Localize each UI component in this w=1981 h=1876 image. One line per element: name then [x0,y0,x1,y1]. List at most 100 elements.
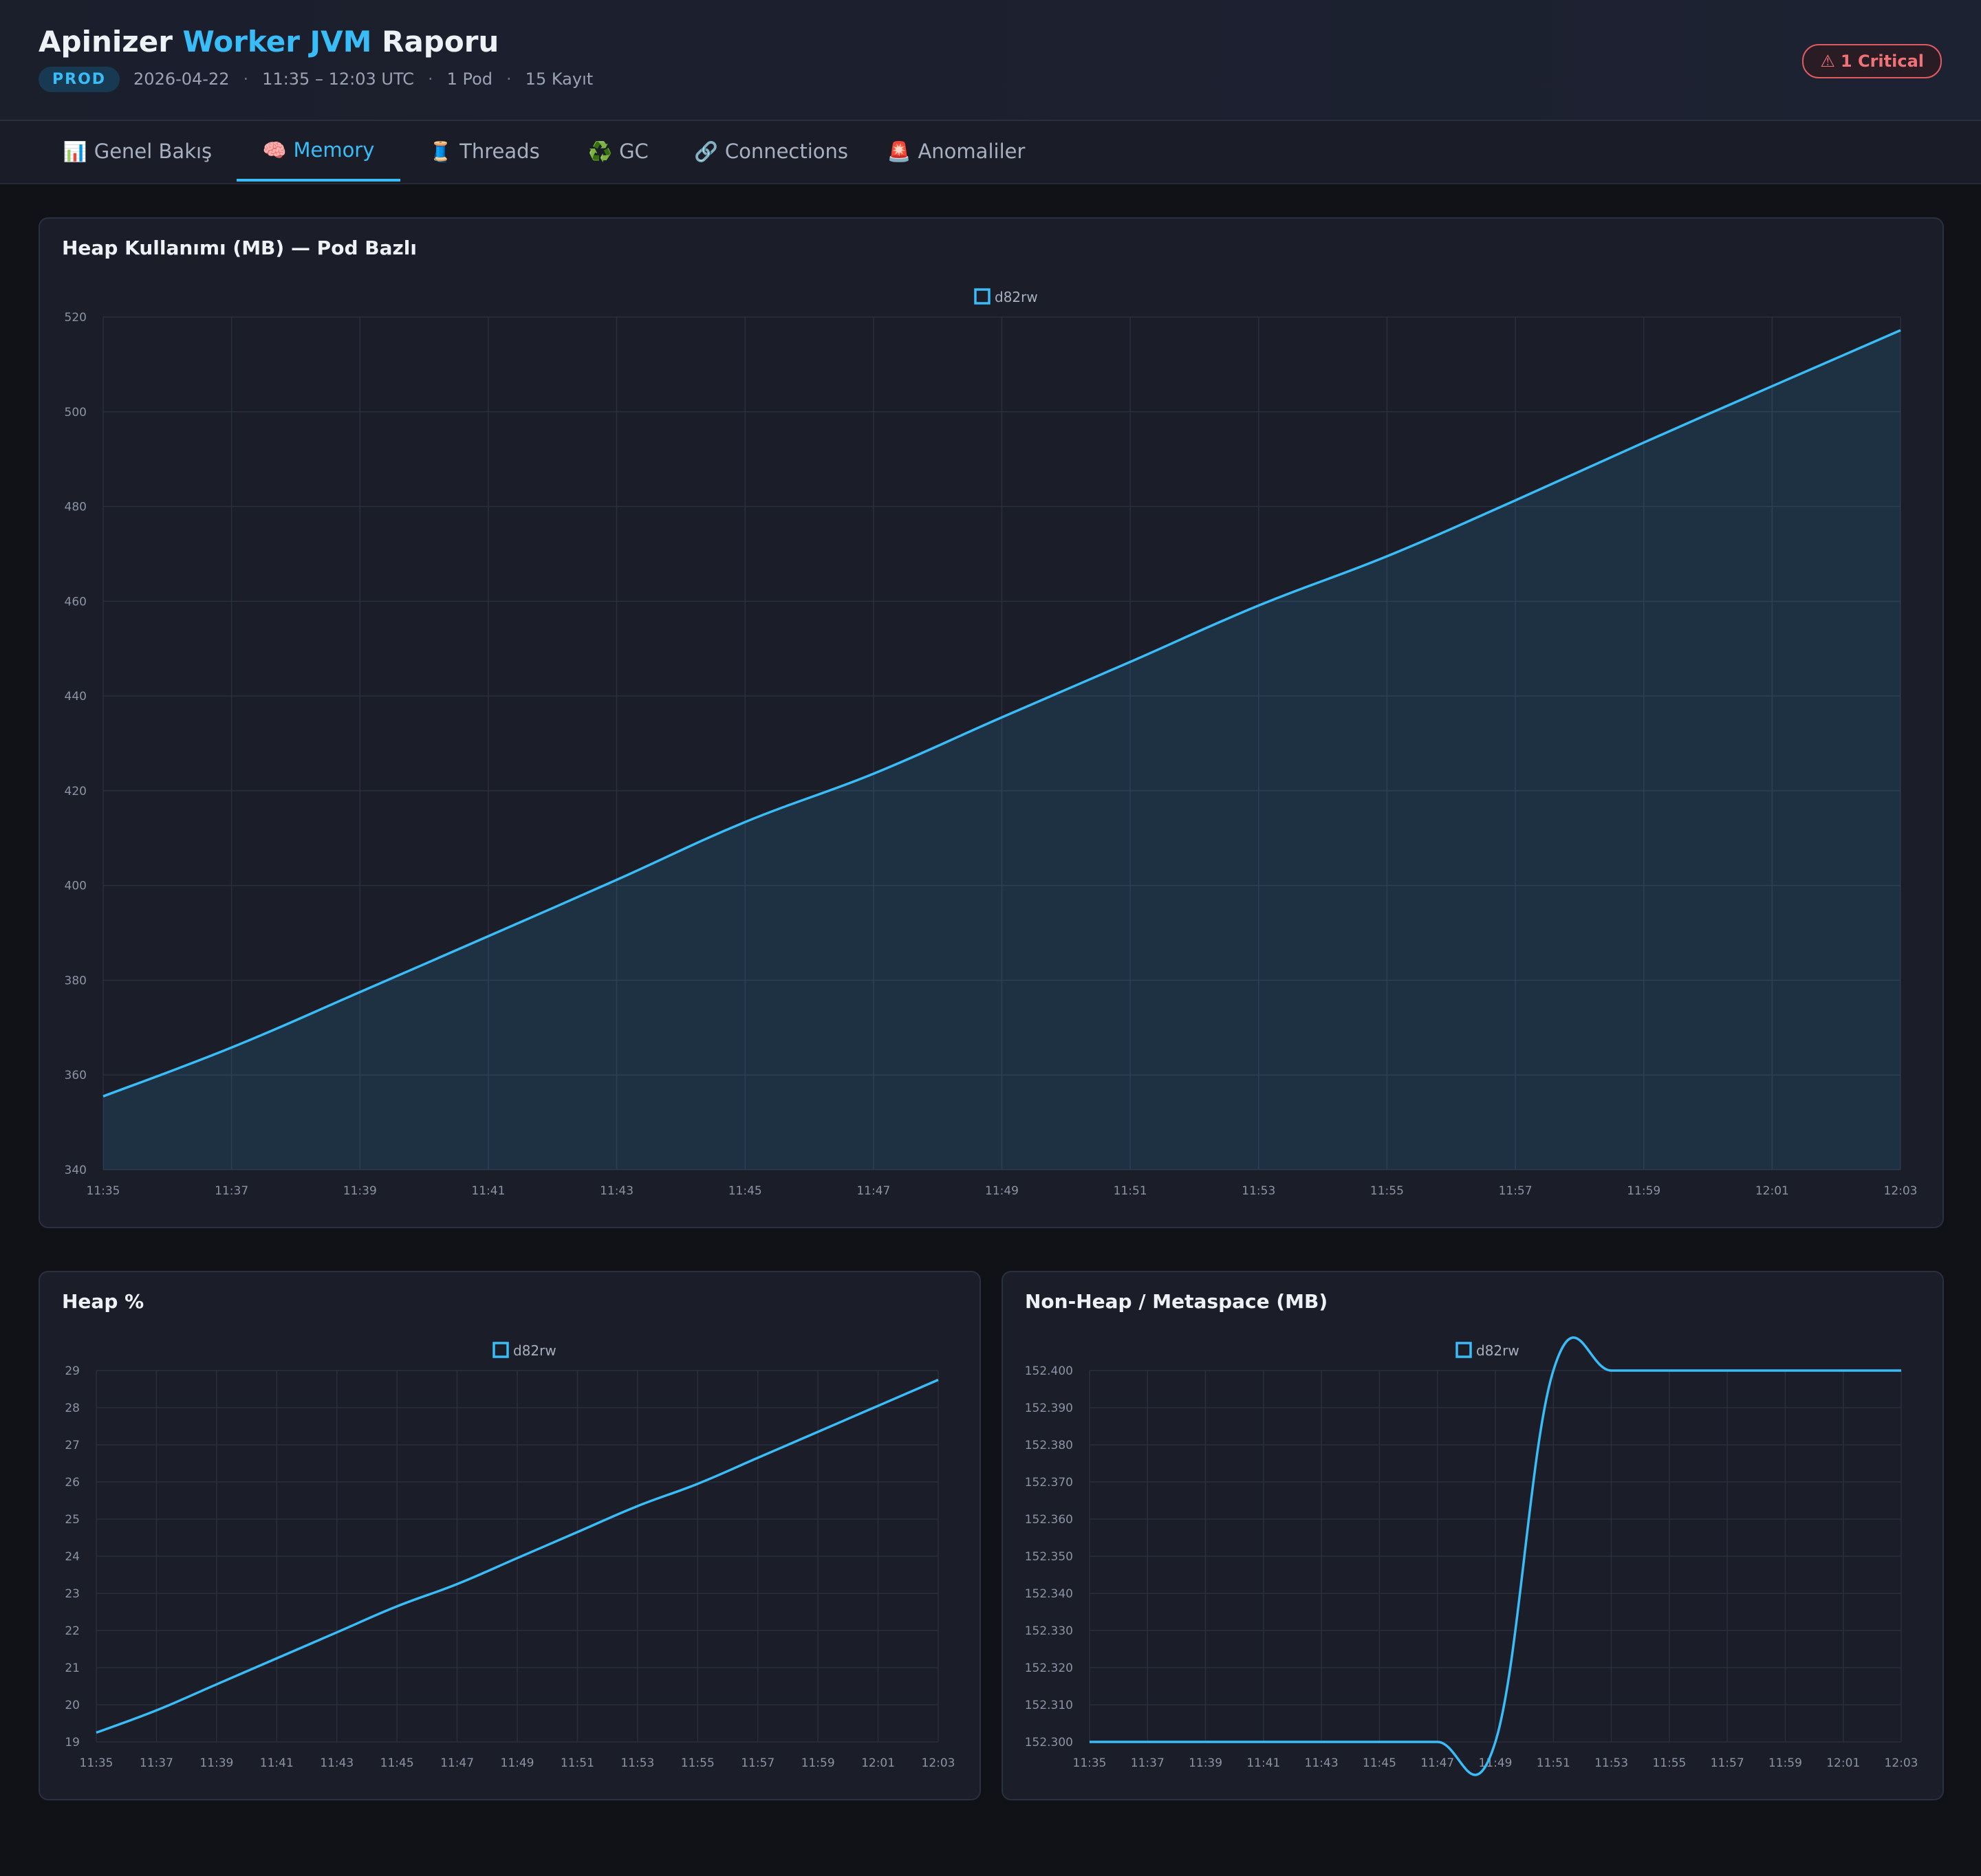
data-point[interactable] [1319,1740,1323,1744]
x-tick-label: 11:47 [1420,1756,1454,1770]
data-point[interactable] [1087,1740,1092,1744]
data-point[interactable] [1899,1368,1903,1373]
data-point[interactable] [395,1604,399,1608]
data-point[interactable] [816,1430,820,1434]
data-point[interactable] [1145,1740,1149,1744]
data-point[interactable] [1128,660,1132,664]
tab-gc[interactable]: ♻️ GC [568,121,669,182]
y-tick-label: 460 [65,595,87,609]
tab-anomalies[interactable]: 🚨 Anomaliler [874,121,1039,182]
data-point[interactable] [1436,1740,1440,1744]
data-point[interactable] [1513,499,1517,503]
series-line [1089,1336,1901,1776]
data-point[interactable] [936,1378,940,1382]
data-point[interactable] [1667,1368,1671,1373]
chart-title: Non-Heap / Metaspace (MB) [1025,1290,1328,1313]
y-tick-label: 24 [65,1550,80,1564]
x-tick-label: 11:55 [1370,1184,1404,1198]
x-tick-label: 11:37 [140,1756,173,1770]
data-point[interactable] [335,1630,339,1635]
data-point[interactable] [1000,715,1004,719]
x-tick-label: 11:51 [561,1756,594,1770]
x-tick-label: 11:57 [1711,1756,1744,1770]
data-point[interactable] [575,1530,579,1534]
x-tick-label: 11:41 [1246,1756,1280,1770]
data-point[interactable] [872,772,876,776]
data-point[interactable] [215,1682,219,1686]
data-point[interactable] [358,990,362,994]
y-tick-label: 380 [65,974,87,988]
data-point[interactable] [743,820,747,824]
data-point[interactable] [486,934,490,938]
tab-threads[interactable]: 🧵 Threads [417,121,552,182]
warning-icon: ⚠ [1820,52,1835,71]
bar-chart-icon: 📊 [63,140,87,163]
data-point[interactable] [756,1456,760,1460]
heap-percent-card: Heap % 19 20 21 22 23 24 25 26 27 28 29 11:35 11:37 1… [39,1271,981,1800]
data-point[interactable] [636,1504,640,1508]
tab-connections[interactable]: 🔗 Connections [685,121,857,182]
data-point[interactable] [1783,1368,1787,1373]
data-point[interactable] [1642,441,1646,445]
data-point[interactable] [154,1708,158,1712]
x-tick-label: 11:45 [728,1184,762,1198]
data-point[interactable] [230,1045,234,1049]
y-tick-label: 29 [65,1364,80,1378]
data-point[interactable] [455,1582,459,1586]
data-point[interactable] [1257,604,1261,608]
data-point[interactable] [1725,1368,1729,1373]
tab-bar: 📊 Genel Bakış 🧠 Memory 🧵 Threads ♻️ GC 🔗… [0,121,1981,184]
y-tick-label: 152.300 [1025,1736,1073,1749]
data-point[interactable] [1377,1740,1381,1744]
data-point[interactable] [1385,554,1389,558]
x-tick-label: 11:35 [87,1184,120,1198]
heap-percent-chart: 19 20 21 22 23 24 25 26 27 28 29 11:35 11:37 11:39 11:… [65,1342,955,1770]
data-point[interactable] [1551,1368,1555,1373]
x-tick-label: 11:49 [985,1184,1019,1198]
tab-memory[interactable]: 🧠 Memory [237,121,400,182]
env-badge: PROD [39,66,120,92]
data-point[interactable] [515,1556,519,1560]
data-point[interactable] [94,1731,98,1735]
x-tick-label: 11:43 [320,1756,354,1770]
critical-badge[interactable]: ⚠ 1 Critical [1802,44,1942,78]
y-tick-label: 400 [65,880,87,893]
data-point[interactable] [1770,384,1774,389]
meta-separator: · [427,69,433,89]
data-point[interactable] [615,877,619,882]
critical-label: 1 Critical [1840,52,1924,71]
chart-legend[interactable]: d82rw [974,288,1038,305]
data-point[interactable] [1204,1740,1208,1744]
x-tick-label: 12:01 [1755,1184,1789,1198]
x-tick-label: 11:49 [1479,1756,1513,1770]
x-tick-label: 11:55 [1652,1756,1686,1770]
y-tick-label: 520 [65,311,87,325]
report-header: Apinizer Worker JVM Raporu PROD 2026-04-… [0,0,1981,121]
data-point[interactable] [1610,1368,1614,1373]
chart-legend[interactable]: d82rw [492,1342,556,1359]
data-point[interactable] [695,1482,700,1486]
heap-usage-card: Heap Kullanımı (MB) — Pod Bazlı 340 360 38… [39,217,1944,1228]
nonheap-chart: 152.300 152.310 152.320 152.330 152.340 152.3… [1025,1336,1918,1776]
legend-swatch-icon [1455,1342,1472,1358]
data-point[interactable] [1493,1740,1497,1744]
recycle-icon: ♻️ [588,140,613,163]
data-point[interactable] [274,1657,279,1661]
tab-overview[interactable]: 📊 Genel Bakış [55,121,220,182]
link-icon: 🔗 [693,140,718,163]
x-tick-label: 12:03 [1884,1184,1918,1198]
data-point[interactable] [1262,1740,1266,1744]
meta-separator: · [506,69,512,89]
brain-icon: 🧠 [262,138,287,162]
data-point[interactable] [1841,1368,1845,1373]
y-tick-label: 22 [65,1624,80,1638]
thread-spool-icon: 🧵 [429,140,453,163]
tab-label: Memory [293,138,375,162]
data-point[interactable] [101,1094,105,1098]
data-point[interactable] [876,1404,880,1408]
data-point[interactable] [1898,328,1903,332]
x-tick-label: 11:39 [199,1756,233,1770]
x-tick-label: 11:57 [741,1756,775,1770]
title-accent: Worker JVM [182,25,372,58]
chart-legend[interactable]: d82rw [1455,1342,1519,1359]
